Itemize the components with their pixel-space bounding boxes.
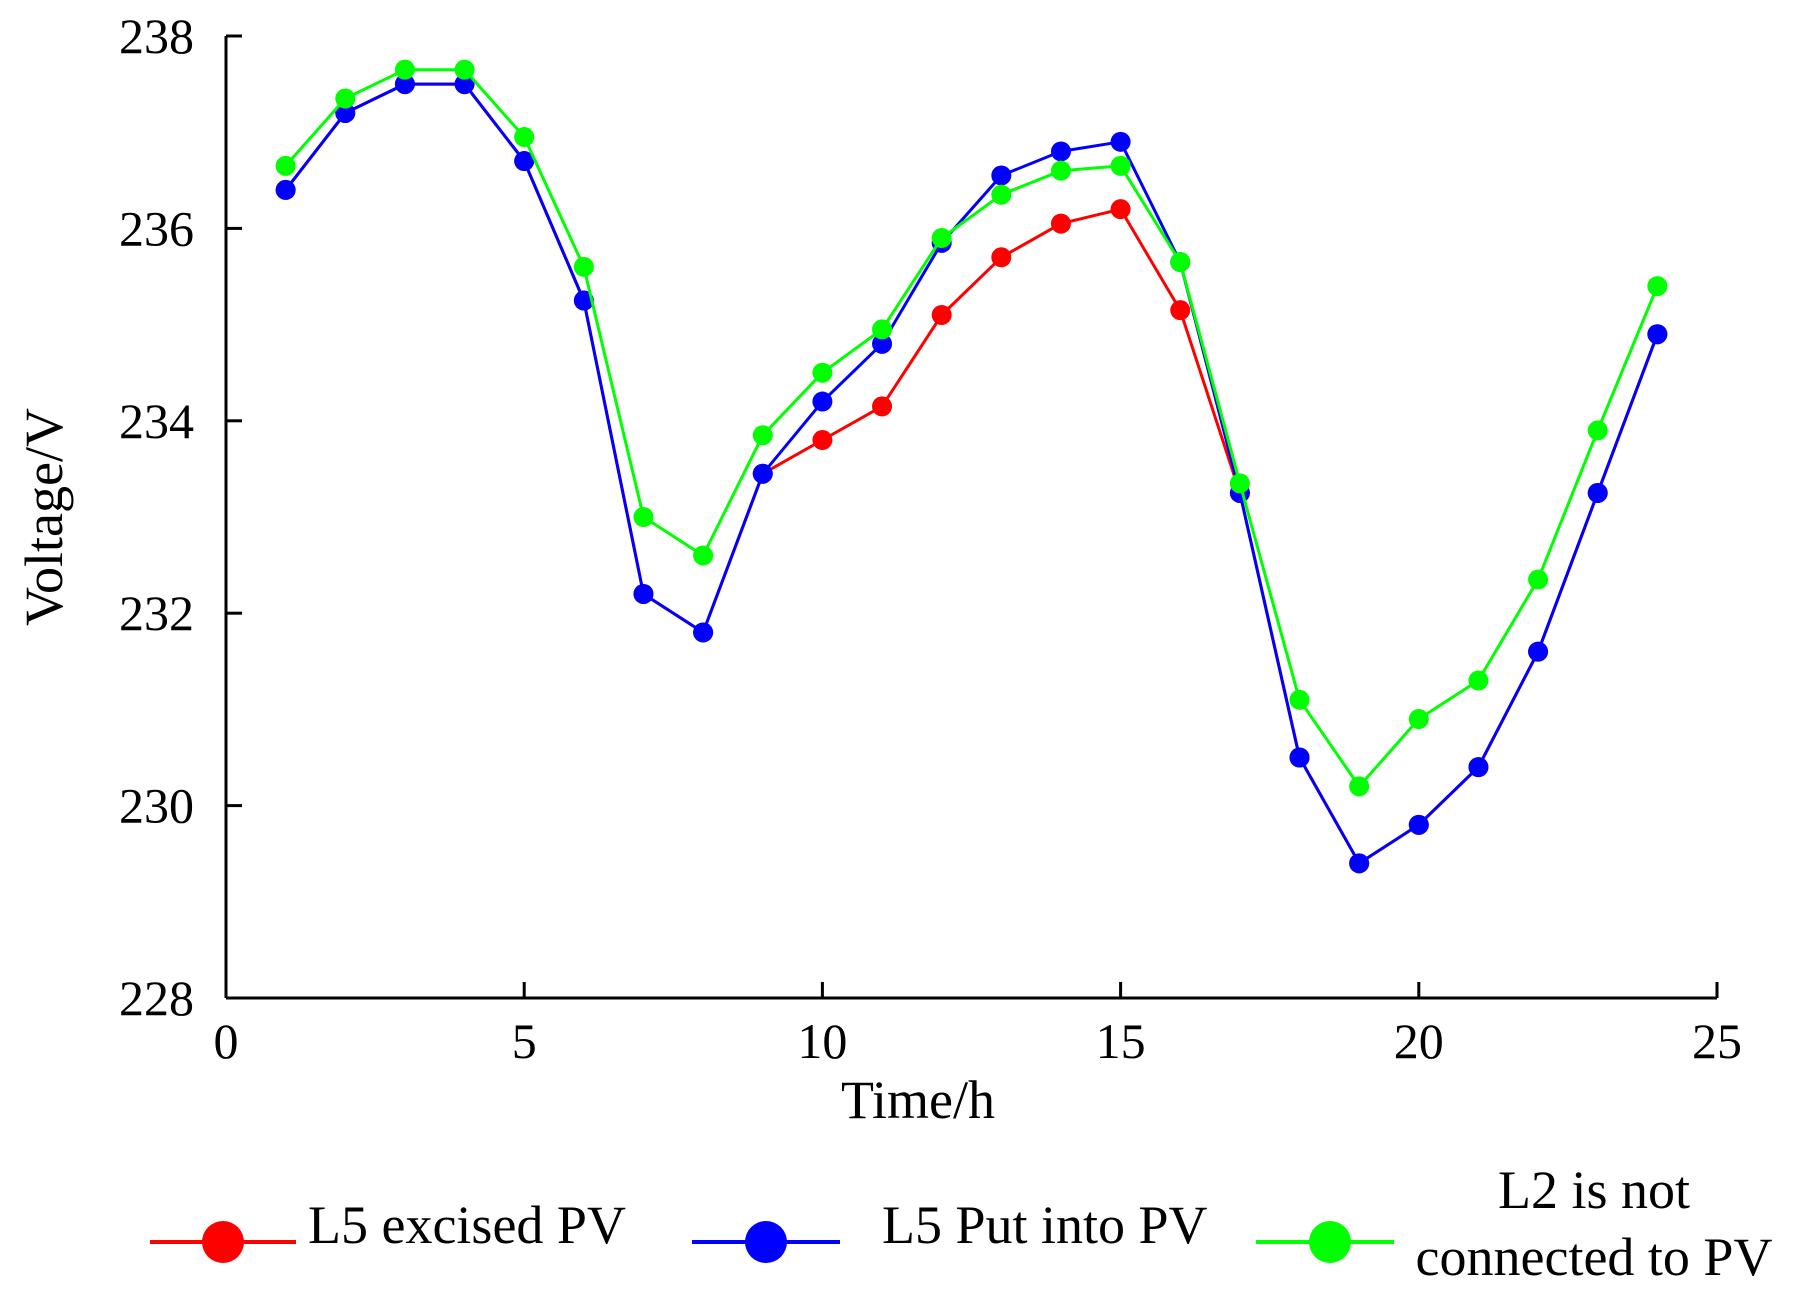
x-tick-label: 10 <box>797 1013 847 1069</box>
data-point <box>454 74 475 95</box>
data-point <box>812 391 833 412</box>
data-point <box>394 74 415 95</box>
y-tick-label: 238 <box>119 8 194 64</box>
data-point <box>514 151 535 172</box>
data-point <box>1170 300 1191 321</box>
legend-label: L5 excised PV <box>308 1195 626 1255</box>
data-point <box>693 622 714 643</box>
x-tick-label: 0 <box>214 1013 239 1069</box>
y-tick-label: 232 <box>119 585 194 641</box>
data-point <box>812 362 833 383</box>
legend-item-1: L5 excised PV <box>150 1195 626 1263</box>
y-tick-label: 228 <box>119 970 194 1026</box>
y-axis-label: Voltage/V <box>14 408 74 626</box>
legend-marker <box>1309 1221 1351 1263</box>
legend-item-3: L2 is not connected to PV <box>1256 1160 1772 1287</box>
y-tick-label: 230 <box>119 778 194 834</box>
data-point <box>1170 252 1191 273</box>
data-point <box>1110 155 1131 176</box>
data-point <box>1289 747 1310 768</box>
data-point <box>573 256 594 277</box>
data-point <box>275 155 296 176</box>
legend-label: connected to PV <box>1416 1227 1773 1287</box>
legend-label: L5 Put into PV <box>882 1195 1208 1255</box>
series-line <box>284 82 1659 865</box>
data-point <box>633 507 654 527</box>
data-point <box>1050 141 1071 162</box>
data-point <box>1110 199 1131 220</box>
data-point <box>1587 482 1608 503</box>
y-ticks: 228 230 232 234 236 238 <box>119 8 242 1026</box>
data-point <box>931 228 952 249</box>
data-point <box>872 333 893 354</box>
data-point <box>1528 569 1549 590</box>
data-point <box>1647 276 1668 297</box>
legend-marker <box>202 1221 244 1263</box>
data-point <box>394 59 415 80</box>
legend-marker <box>745 1221 787 1263</box>
data-point <box>454 59 475 80</box>
data-point <box>991 165 1012 186</box>
legend-label: L2 is not <box>1498 1160 1690 1220</box>
axes <box>224 36 1717 1000</box>
series-line <box>284 82 1659 865</box>
data-point <box>931 304 952 325</box>
data-point <box>991 184 1012 205</box>
x-tick-label: 15 <box>1096 1013 1146 1069</box>
data-point <box>1110 131 1131 152</box>
data-point <box>573 290 594 311</box>
data-point <box>872 319 893 340</box>
data-point <box>633 583 654 604</box>
data-point <box>1647 324 1668 345</box>
data-point <box>1408 814 1429 835</box>
x-tick-label: 20 <box>1394 1013 1444 1069</box>
data-point <box>1229 473 1250 494</box>
data-point <box>812 430 833 451</box>
data-point <box>275 179 296 200</box>
data-point <box>514 127 535 148</box>
data-point <box>1050 213 1071 234</box>
series-3 <box>275 59 1668 797</box>
data-point <box>1587 420 1608 441</box>
x-tick-label: 5 <box>512 1013 537 1069</box>
data-point <box>1289 689 1310 710</box>
data-point <box>335 102 356 123</box>
legend: L5 excised PV L5 Put into PV L2 is not conn… <box>150 1160 1772 1287</box>
data-point <box>1528 641 1549 662</box>
series-line <box>284 68 1659 788</box>
y-tick-label: 234 <box>119 393 194 449</box>
legend-item-2: L5 Put into PV <box>692 1195 1208 1263</box>
plot-area <box>275 59 1668 874</box>
series-1 <box>275 74 1668 874</box>
data-point <box>1349 853 1370 874</box>
x-tick-label: 25 <box>1692 1013 1742 1069</box>
data-point <box>752 425 773 446</box>
data-point <box>1050 160 1071 181</box>
data-point <box>1408 709 1429 730</box>
data-point <box>1349 776 1370 797</box>
data-point <box>335 88 356 109</box>
x-ticks: 0 5 10 15 20 25 <box>214 982 1742 1069</box>
data-point <box>693 545 714 566</box>
data-point <box>1468 757 1489 778</box>
data-point <box>1468 670 1489 691</box>
data-point <box>752 463 773 484</box>
x-axis-label: Time/h <box>841 1070 995 1130</box>
data-point <box>872 396 893 417</box>
data-point <box>991 247 1012 268</box>
series-2 <box>275 74 1668 874</box>
y-tick-label: 236 <box>119 200 194 256</box>
